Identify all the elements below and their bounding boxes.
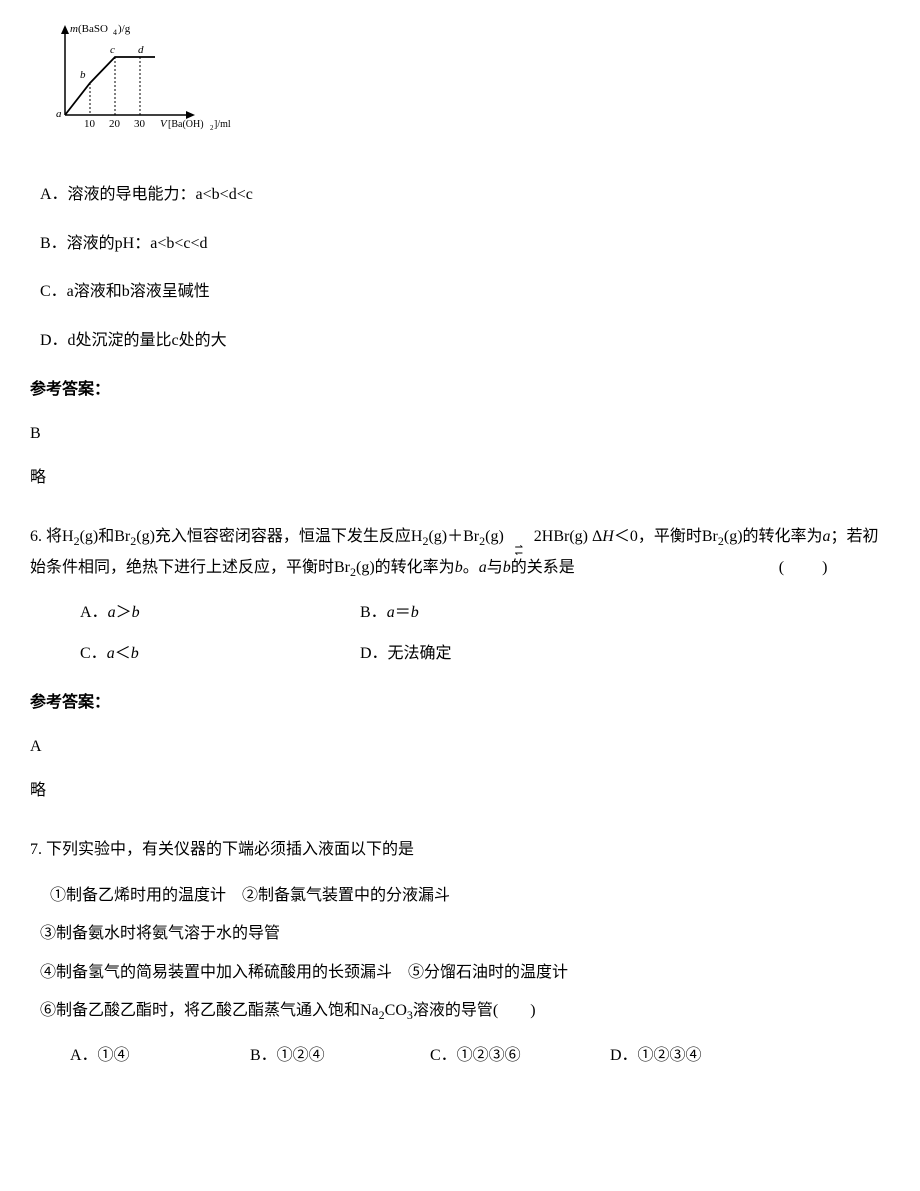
q7-options-row: A．①④ B．①②④ C．①②③⑥ D．①②③④	[30, 1042, 890, 1071]
chart-svg: m (BaSO 4 )/g a b c d 10 20 30 V [Ba(OH)…	[40, 20, 240, 140]
x-tick-10: 10	[84, 118, 96, 130]
q5-answer: B	[30, 420, 890, 449]
q6-option-c: C．a＜b	[80, 640, 360, 669]
svg-text:[Ba(OH): [Ba(OH)	[168, 119, 204, 130]
point-c-label: c	[110, 44, 115, 56]
q6-option-d: D．无法确定	[360, 640, 640, 669]
q6-note: 略	[30, 777, 890, 806]
svg-text:4: 4	[113, 28, 117, 37]
q7-option-a: A．①④	[70, 1042, 250, 1071]
q6-answer: A	[30, 733, 890, 762]
svg-text:]/ml: ]/ml	[214, 119, 231, 130]
x-tick-30: 30	[134, 118, 146, 130]
q5-option-c: C．a溶液和b溶液呈碱性	[30, 278, 890, 307]
q7-option-b: B．①②④	[250, 1042, 430, 1071]
q7-item4: ⑥制备乙酸乙酯时，将乙酸乙酯蒸气通入饱和Na2CO3溶液的导管( )	[30, 996, 890, 1027]
point-d-label: d	[138, 44, 144, 56]
chart-figure: m (BaSO 4 )/g a b c d 10 20 30 V [Ba(OH)…	[30, 20, 890, 151]
q7-stem: 7. 下列实验中，有关仪器的下端必须插入液面以下的是	[30, 835, 890, 865]
q7-item3: ④制备氢气的简易装置中加入稀硫酸用的长颈漏斗 ⑤分馏石油时的温度计	[30, 958, 890, 988]
x-tick-20: 20	[109, 118, 121, 130]
q6-option-b: B．a＝b	[360, 599, 640, 628]
q5-option-d: D．d处沉淀的量比c处的大	[30, 327, 890, 356]
point-b-label: b	[80, 69, 86, 81]
q7-item1: ①制备乙烯时用的温度计 ②制备氯气装置中的分液漏斗	[30, 881, 890, 911]
svg-text:)/g: )/g	[118, 23, 131, 35]
q6-options-row1: A．a＞b B．a＝b	[30, 599, 890, 628]
point-a-label: a	[56, 108, 62, 120]
q6-answer-label: 参考答案：	[30, 689, 890, 718]
q7-item2: ③制备氨水时将氨气溶于水的导管	[30, 919, 890, 949]
q6-stem: 6. 将H2(g)和Br2(g)充入恒容密闭容器，恒温下发生反应H2(g)＋Br…	[30, 522, 890, 584]
q5-option-b: B．溶液的pH：a<b<c<d	[30, 230, 890, 259]
q5-note: 略	[30, 464, 890, 493]
q5-answer-label: 参考答案：	[30, 376, 890, 405]
q6-paren: ( )	[779, 559, 830, 576]
q5-option-a: A．溶液的导电能力：a<b<d<c	[30, 181, 890, 210]
q6-stem-text: 6. 将H2(g)和Br2(g)充入恒容密闭容器，恒温下发生反应H2(g)＋Br…	[30, 528, 879, 576]
q6-options-row2: C．a＜b D．无法确定	[30, 640, 890, 669]
q6-option-a: A．a＞b	[80, 599, 360, 628]
svg-text:(BaSO: (BaSO	[78, 23, 108, 35]
x-axis-label-v: V	[160, 118, 168, 130]
q7-option-c: C．①②③⑥	[430, 1042, 610, 1071]
q7-option-d: D．①②③④	[610, 1042, 790, 1071]
y-axis-label: m	[70, 23, 78, 35]
